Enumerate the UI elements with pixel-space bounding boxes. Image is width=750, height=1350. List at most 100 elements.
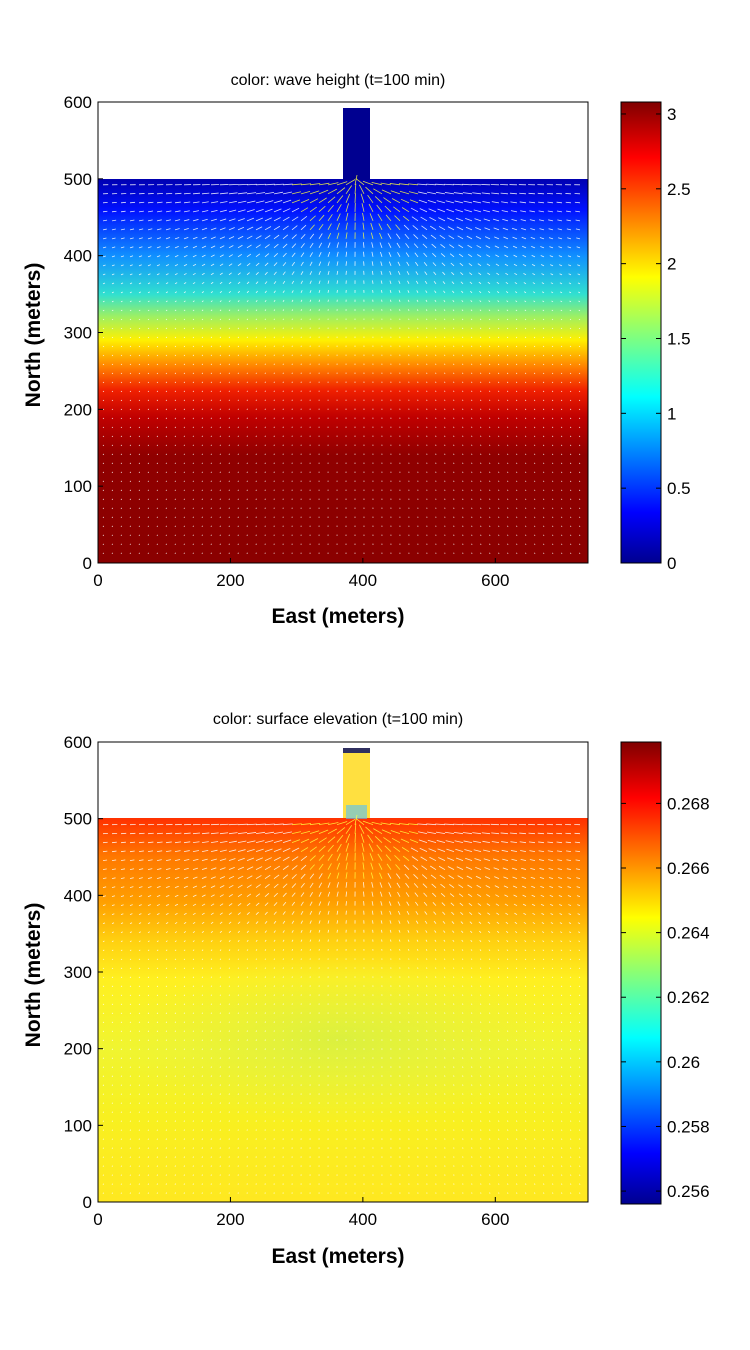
velocity-arrow bbox=[389, 910, 392, 915]
velocity-arrow bbox=[309, 280, 312, 284]
velocity-arrow bbox=[552, 1165, 554, 1167]
velocity-arrow bbox=[192, 976, 195, 978]
velocity-arrow bbox=[355, 178, 365, 186]
velocity-arrow bbox=[513, 263, 518, 267]
velocity-arrow bbox=[300, 838, 310, 844]
velocity-arrow bbox=[534, 480, 536, 483]
velocity-arrow bbox=[406, 901, 410, 906]
velocity-arrow bbox=[264, 336, 266, 339]
velocity-arrow bbox=[483, 849, 491, 853]
velocity-arrow bbox=[433, 271, 437, 276]
velocity-arrow bbox=[300, 930, 303, 933]
velocity-arrow bbox=[516, 453, 518, 456]
velocity-arrow bbox=[578, 940, 581, 943]
velocity-arrow bbox=[147, 913, 151, 916]
velocity-arrow bbox=[111, 354, 114, 357]
velocity-arrow bbox=[237, 263, 242, 267]
velocity-arrow bbox=[129, 1165, 131, 1167]
velocity-arrow bbox=[156, 1012, 159, 1014]
velocity-arrow bbox=[246, 354, 248, 357]
velocity-arrow bbox=[425, 930, 428, 933]
velocity-arrow bbox=[479, 354, 482, 357]
velocity-arrow bbox=[219, 327, 222, 330]
velocity-arrow bbox=[246, 253, 252, 258]
velocity-arrow bbox=[397, 271, 401, 275]
velocity-arrow bbox=[111, 994, 114, 996]
velocity-arrow bbox=[444, 345, 446, 348]
velocity-arrow bbox=[362, 232, 365, 239]
velocity-arrow bbox=[210, 480, 212, 483]
velocity-arrow bbox=[430, 225, 437, 231]
colorbar-tick-label: 1 bbox=[667, 404, 676, 423]
surface-elevation-channel-cap bbox=[343, 748, 370, 753]
velocity-arrow bbox=[498, 462, 500, 465]
velocity-arrow bbox=[147, 525, 149, 528]
velocity-arrow bbox=[559, 913, 563, 916]
velocity-arrow bbox=[557, 868, 563, 871]
velocity-arrow bbox=[372, 920, 374, 924]
velocity-arrow bbox=[120, 354, 123, 357]
wave-height-colorbar bbox=[620, 101, 662, 564]
velocity-arrow bbox=[102, 1147, 105, 1149]
velocity-arrow bbox=[576, 886, 581, 889]
velocity-arrow bbox=[524, 318, 527, 321]
velocity-arrow bbox=[470, 985, 473, 987]
velocity-arrow bbox=[507, 489, 509, 492]
velocity-arrow bbox=[273, 892, 279, 897]
velocity-arrow bbox=[388, 901, 392, 906]
velocity-arrow bbox=[318, 197, 327, 204]
velocity-arrow bbox=[519, 192, 527, 195]
velocity-arrow bbox=[560, 453, 563, 456]
velocity-arrow bbox=[540, 894, 545, 898]
velocity-arrow bbox=[129, 210, 135, 213]
velocity-arrow bbox=[425, 949, 428, 951]
velocity-arrow bbox=[246, 399, 248, 402]
velocity-arrow bbox=[578, 1003, 581, 1005]
velocity-arrow bbox=[465, 866, 473, 871]
velocity-arrow bbox=[541, 291, 545, 294]
velocity-arrow bbox=[461, 318, 464, 321]
velocity-arrow bbox=[398, 290, 401, 293]
velocity-arrow bbox=[282, 958, 284, 960]
velocity-arrow bbox=[255, 290, 258, 294]
velocity-arrow bbox=[291, 949, 294, 951]
velocity-arrow bbox=[192, 399, 195, 402]
velocity-arrow bbox=[192, 1129, 194, 1131]
velocity-arrow bbox=[102, 994, 105, 996]
velocity-arrow bbox=[493, 867, 500, 871]
velocity-arrow bbox=[478, 272, 482, 276]
velocity-arrow bbox=[510, 210, 518, 213]
velocity-arrow bbox=[201, 201, 209, 204]
velocity-arrow bbox=[228, 840, 237, 844]
velocity-arrow bbox=[228, 967, 231, 969]
velocity-arrow bbox=[432, 262, 437, 267]
velocity-arrow bbox=[147, 859, 153, 862]
velocity-arrow bbox=[502, 867, 509, 871]
velocity-arrow bbox=[174, 471, 176, 474]
velocity-arrow bbox=[147, 390, 150, 393]
velocity-arrow bbox=[174, 417, 177, 420]
velocity-arrow bbox=[413, 883, 419, 888]
velocity-arrow bbox=[192, 192, 201, 195]
velocity-arrow bbox=[578, 426, 581, 429]
velocity-arrow bbox=[539, 868, 545, 871]
velocity-arrow bbox=[291, 199, 301, 204]
velocity-arrow bbox=[407, 290, 410, 294]
velocity-arrow bbox=[138, 480, 141, 483]
velocity-arrow bbox=[246, 976, 249, 978]
velocity-arrow bbox=[498, 444, 500, 447]
velocity-arrow bbox=[525, 1174, 527, 1176]
velocity-arrow bbox=[237, 345, 240, 348]
velocity-arrow bbox=[102, 255, 106, 258]
velocity-arrow bbox=[129, 1129, 132, 1131]
velocity-arrow bbox=[408, 183, 419, 186]
velocity-arrow bbox=[138, 1192, 140, 1194]
velocity-arrow bbox=[318, 189, 329, 195]
velocity-arrow bbox=[525, 516, 527, 519]
velocity-arrow bbox=[120, 363, 123, 366]
velocity-arrow bbox=[183, 219, 190, 222]
velocity-arrow bbox=[282, 911, 286, 915]
velocity-arrow bbox=[576, 255, 581, 258]
velocity-arrow bbox=[264, 235, 271, 240]
velocity-arrow bbox=[210, 281, 214, 285]
